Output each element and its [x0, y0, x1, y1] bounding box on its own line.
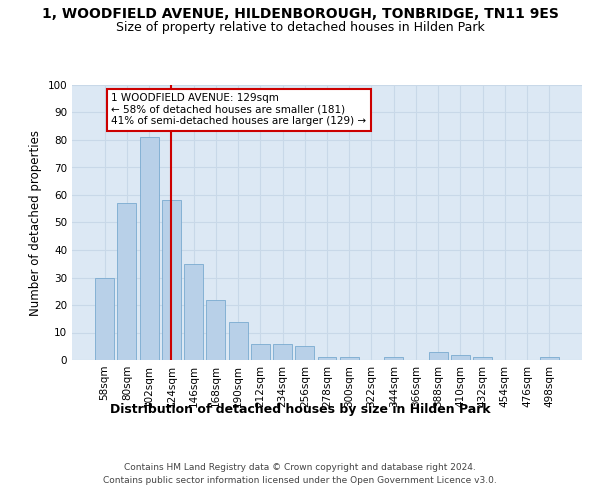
Y-axis label: Number of detached properties: Number of detached properties	[29, 130, 42, 316]
Bar	[540, 357, 559, 360]
Bar	[251, 344, 270, 360]
Bar	[340, 357, 359, 360]
Bar	[429, 352, 448, 360]
Bar	[384, 357, 403, 360]
Bar	[273, 344, 292, 360]
Bar	[184, 264, 203, 360]
Bar	[95, 278, 114, 360]
Bar	[118, 203, 136, 360]
Bar	[295, 346, 314, 360]
Text: 1, WOODFIELD AVENUE, HILDENBOROUGH, TONBRIDGE, TN11 9ES: 1, WOODFIELD AVENUE, HILDENBOROUGH, TONB…	[41, 8, 559, 22]
Bar	[317, 357, 337, 360]
Bar	[451, 354, 470, 360]
Text: Contains HM Land Registry data © Crown copyright and database right 2024.: Contains HM Land Registry data © Crown c…	[124, 462, 476, 471]
Text: 1 WOODFIELD AVENUE: 129sqm
← 58% of detached houses are smaller (181)
41% of sem: 1 WOODFIELD AVENUE: 129sqm ← 58% of deta…	[112, 93, 367, 126]
Text: Size of property relative to detached houses in Hilden Park: Size of property relative to detached ho…	[116, 22, 484, 35]
Text: Distribution of detached houses by size in Hilden Park: Distribution of detached houses by size …	[110, 402, 490, 415]
Bar	[140, 137, 158, 360]
Text: Contains public sector information licensed under the Open Government Licence v3: Contains public sector information licen…	[103, 476, 497, 485]
Bar	[473, 357, 492, 360]
Bar	[206, 300, 225, 360]
Bar	[229, 322, 248, 360]
Bar	[162, 200, 181, 360]
